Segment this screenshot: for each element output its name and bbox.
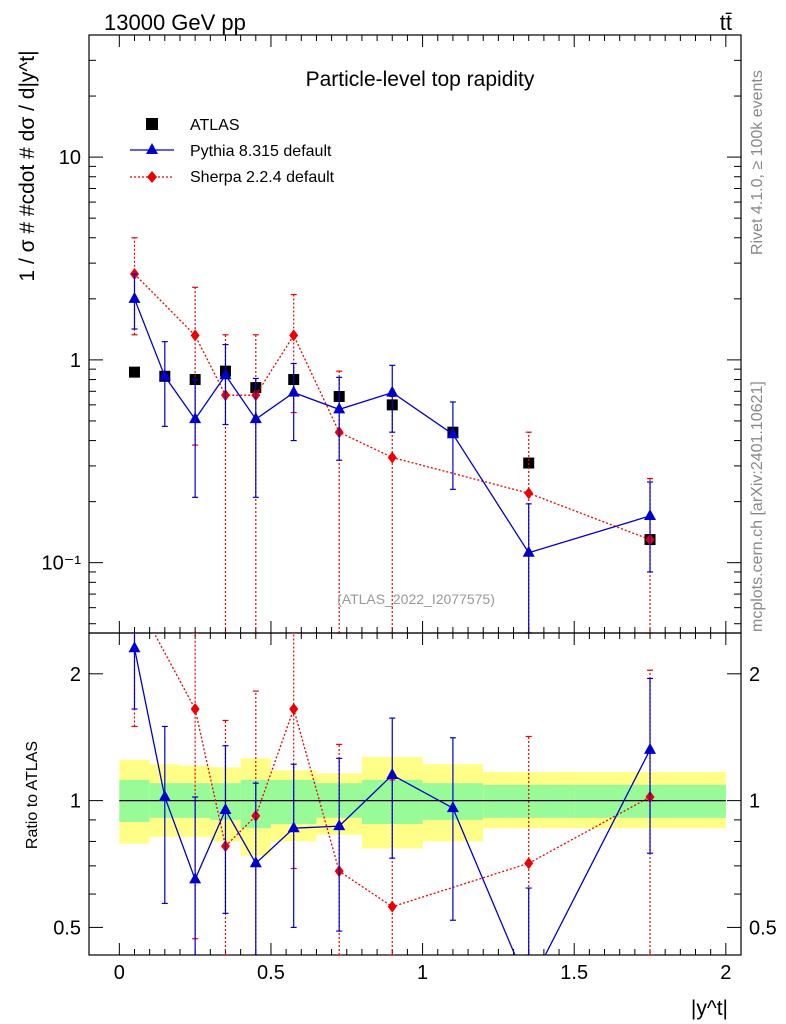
pythia-marker — [249, 412, 262, 424]
main-y-tick-label: 1 — [70, 350, 81, 372]
pythia-ratio-marker — [386, 768, 399, 780]
legend-marker-sherpa — [147, 171, 157, 183]
x-axis-label: |y^t| — [691, 997, 728, 1020]
pythia-ratio-marker — [158, 789, 171, 801]
legend-marker-pythia — [146, 143, 158, 154]
ratio-plot-area: 0 0.5 1 1.5 2 0.5 0.5 1 1 2 2 — [53, 591, 777, 992]
pythia-marker — [128, 291, 141, 303]
pythia-ratio-marker — [333, 819, 346, 831]
ratio-y-tick-label-left: 2 — [70, 664, 81, 686]
x-tick-label: 0.5 — [257, 962, 285, 984]
x-tick-label: 0 — [114, 962, 125, 984]
x-tick-label: 1 — [417, 962, 428, 984]
sherpa-ratio-marker — [130, 591, 139, 603]
sherpa-marker — [524, 487, 534, 500]
legend-marker-atlas — [146, 118, 158, 130]
sherpa-ratio-marker — [524, 857, 534, 870]
pythia-ratio-marker — [189, 872, 202, 884]
x-tick-label: 1.5 — [560, 962, 588, 984]
sherpa-marker — [387, 451, 397, 464]
ratio-y-tick-label-right: 1 — [749, 791, 760, 813]
sherpa-ratio-marker — [387, 900, 397, 913]
energy-label: 13000 GeV pp — [104, 10, 246, 35]
legend-label-sherpa: Sherpa 2.2.4 default — [190, 169, 335, 186]
sherpa-marker — [190, 329, 200, 342]
pythia-marker — [189, 412, 202, 424]
pythia-marker — [287, 385, 300, 397]
main-plot-area: 10⁻¹ 1 10 — [42, 34, 742, 634]
sherpa-line — [134, 273, 651, 541]
pythia-ratio-marker — [128, 641, 141, 653]
ratio-series-group — [128, 591, 657, 992]
analysis-watermark: (ATLAS_2022_I2077575) — [337, 591, 495, 607]
main-y-tick-label: 10⁻¹ — [42, 553, 82, 575]
ratio-frame — [88, 632, 742, 956]
pythia-ratio-marker — [219, 802, 232, 814]
main-y-tick-label: 10 — [59, 147, 81, 169]
rivet-version-label: Rivet 4.1.0, ≥ 100k events — [749, 70, 766, 255]
pythia-ratio-marker — [249, 856, 262, 868]
ratio-y-tick-label-right: 2 — [749, 664, 760, 686]
main-plot-panel: 10⁻¹ 1 10 Particle-level top rapidity (ATL… — [16, 34, 742, 634]
legend: ATLAS Pythia 8.315 default Sherpa 2.2.4 … — [130, 117, 335, 186]
x-tick-label: 2 — [720, 962, 731, 984]
main-y-axis-label: 1 / σ # #cdot # dσ / d|y^t| — [16, 50, 39, 281]
ratio-y-tick-label-left: 0.5 — [53, 917, 81, 939]
pythia-marker — [386, 385, 399, 397]
pythia-ratio-marker — [523, 981, 535, 992]
ratio-plot-panel: 0 0.5 1 1.5 2 0.5 0.5 1 1 2 2 Ratio to ATLAS — [24, 591, 777, 992]
pythia-ratio-marker — [287, 821, 300, 833]
pythia-marker — [333, 402, 346, 414]
sherpa-marker — [289, 329, 299, 342]
chart-title: Particle-level top rapidity — [306, 68, 535, 91]
ratio-y-tick-label-left: 1 — [70, 791, 81, 813]
mcplots-label: mcplots.cern.ch [arXiv:2401.10621] — [749, 381, 766, 632]
pythia-marker — [158, 369, 171, 381]
pythia-marker — [644, 508, 657, 520]
ratio-y-axis-label: Ratio to ATLAS — [24, 741, 41, 849]
process-label: tt̄ — [720, 10, 732, 35]
atlas-data-point — [128, 366, 140, 378]
sherpa-ratio-marker — [289, 703, 299, 716]
pythia-ratio-marker — [644, 742, 657, 754]
main-frame — [88, 34, 742, 634]
legend-label-pythia: Pythia 8.315 default — [190, 143, 332, 160]
legend-label-atlas: ATLAS — [190, 117, 240, 134]
pythia-marker — [219, 368, 232, 380]
pythia-marker — [522, 545, 535, 557]
pythia-marker — [446, 427, 459, 439]
pythia-ratio-marker — [446, 801, 459, 813]
ratio-y-tick-label-right: 0.5 — [749, 917, 777, 939]
sherpa-ratio-marker — [190, 703, 200, 716]
